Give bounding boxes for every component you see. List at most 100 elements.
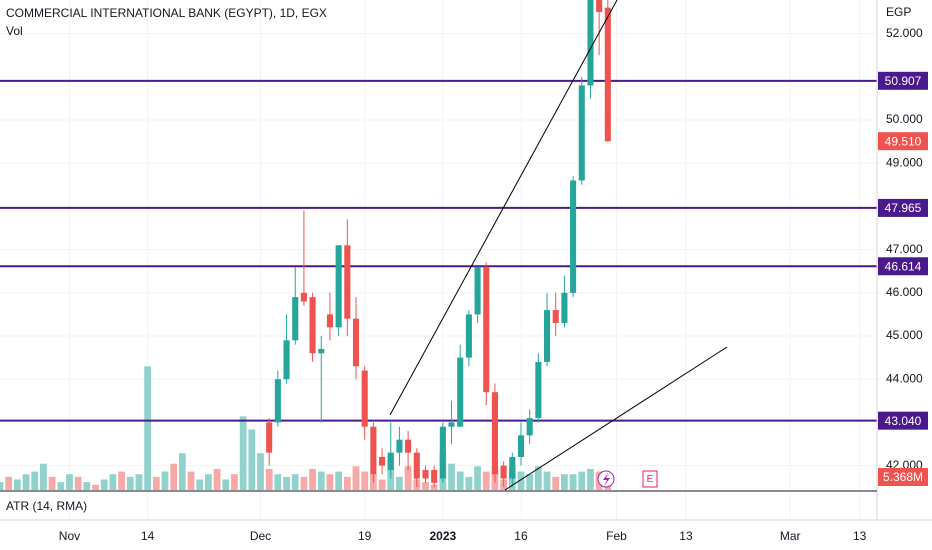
volume-bar [196,479,204,490]
x-tick-label: 16 [514,529,528,543]
candle-body [448,422,455,427]
volume-bar [517,471,525,490]
volume-bar [66,474,73,490]
candle-body [509,456,516,479]
candle-body [292,297,299,341]
candle-body [483,266,490,393]
volume-bar [543,471,551,490]
volume-bar [100,479,108,490]
chart-title: COMMERCIAL INTERNATIONAL BANK (EGYPT), 1… [6,6,327,20]
level-label: 47.965 [885,201,922,215]
trend-line [504,346,728,491]
candle-body [352,318,360,367]
volume-bar [74,476,82,490]
level-label: 50.907 [885,74,922,88]
candle-body [274,379,281,423]
volume-bar [83,482,91,490]
levels [0,79,877,422]
volume-bar [118,471,125,490]
y-tick-label: 46.000 [886,285,923,299]
candle-body [413,452,420,479]
volume-bar [448,463,455,490]
candle-body [300,292,307,302]
volume-bar [178,453,186,490]
lightning-icon [603,473,610,486]
last-price-label: 49.510 [885,134,922,148]
x-tick-label: 13 [679,529,693,543]
candle-body [361,370,368,427]
volume-bar [526,474,534,490]
candle-body [379,456,386,466]
candle-body [535,361,542,419]
volume-bar [404,466,412,490]
volume-bar [239,416,247,490]
x-tick-label: Mar [780,529,801,543]
earnings-icon[interactable] [642,470,658,488]
volume-bar [48,476,56,490]
candle-body [570,180,577,293]
candle-body [405,439,412,453]
x-tick-label: 2023 [429,529,456,543]
volume-bar [343,476,351,490]
candle-body [561,292,568,324]
volume-bar [561,474,568,490]
candle-body [396,439,403,453]
volume-bar [474,466,481,490]
volume-bar [456,471,464,490]
volume-label-box [878,468,928,486]
volume-bar [135,474,143,490]
volume-bar [317,471,325,490]
volume-bar [422,482,429,490]
currency: EGP [886,5,911,19]
volume-bar [265,468,273,490]
volume-bar [248,429,256,490]
volume-bar [5,476,13,490]
candle-body [283,340,290,380]
level-label: 46.614 [885,259,922,273]
volume-bar [326,474,334,490]
candle-body [517,435,525,457]
volume-bar [213,468,221,490]
x-tick-label: Feb [606,529,627,543]
candle-body [578,85,585,181]
volume-bar [126,476,134,490]
volume-bar [283,476,290,490]
candles [266,0,611,488]
volume-bar [231,474,238,490]
level-label-box [878,198,928,217]
candle-body [318,348,325,354]
volume-bar [335,471,343,490]
volume-bar [205,474,212,490]
candle-body [439,426,446,479]
candle-body [465,314,472,358]
volume-bar [300,476,308,490]
candle-body [491,392,498,475]
candle-body [587,0,594,86]
candle-body [457,357,464,427]
x-tick-label: Nov [59,529,80,543]
candle-body [335,245,342,328]
volume-bar [187,471,195,490]
candle-body [544,310,551,362]
y-tick-label: 44.000 [886,371,923,385]
candle-body [552,310,559,324]
volume-bar [31,471,39,490]
candle-body [526,418,533,436]
volume-bar [569,474,577,490]
volume-bar [578,471,586,490]
volume-bar [465,476,473,490]
level-label: 43.040 [885,414,922,428]
level-label-box [878,71,928,90]
volume-bar [257,453,264,490]
level-label-box [878,411,928,430]
candle-body [309,297,316,354]
axes: 42.00044.00045.00046.00047.00049.00050.0… [59,26,928,543]
volume-bar [309,468,316,490]
trend-line [389,0,618,416]
volume-bar [396,476,403,490]
volume-bar [161,471,169,490]
y-tick-label: 52.000 [886,26,923,40]
volume-bar [13,479,21,490]
candle-body [326,314,333,328]
